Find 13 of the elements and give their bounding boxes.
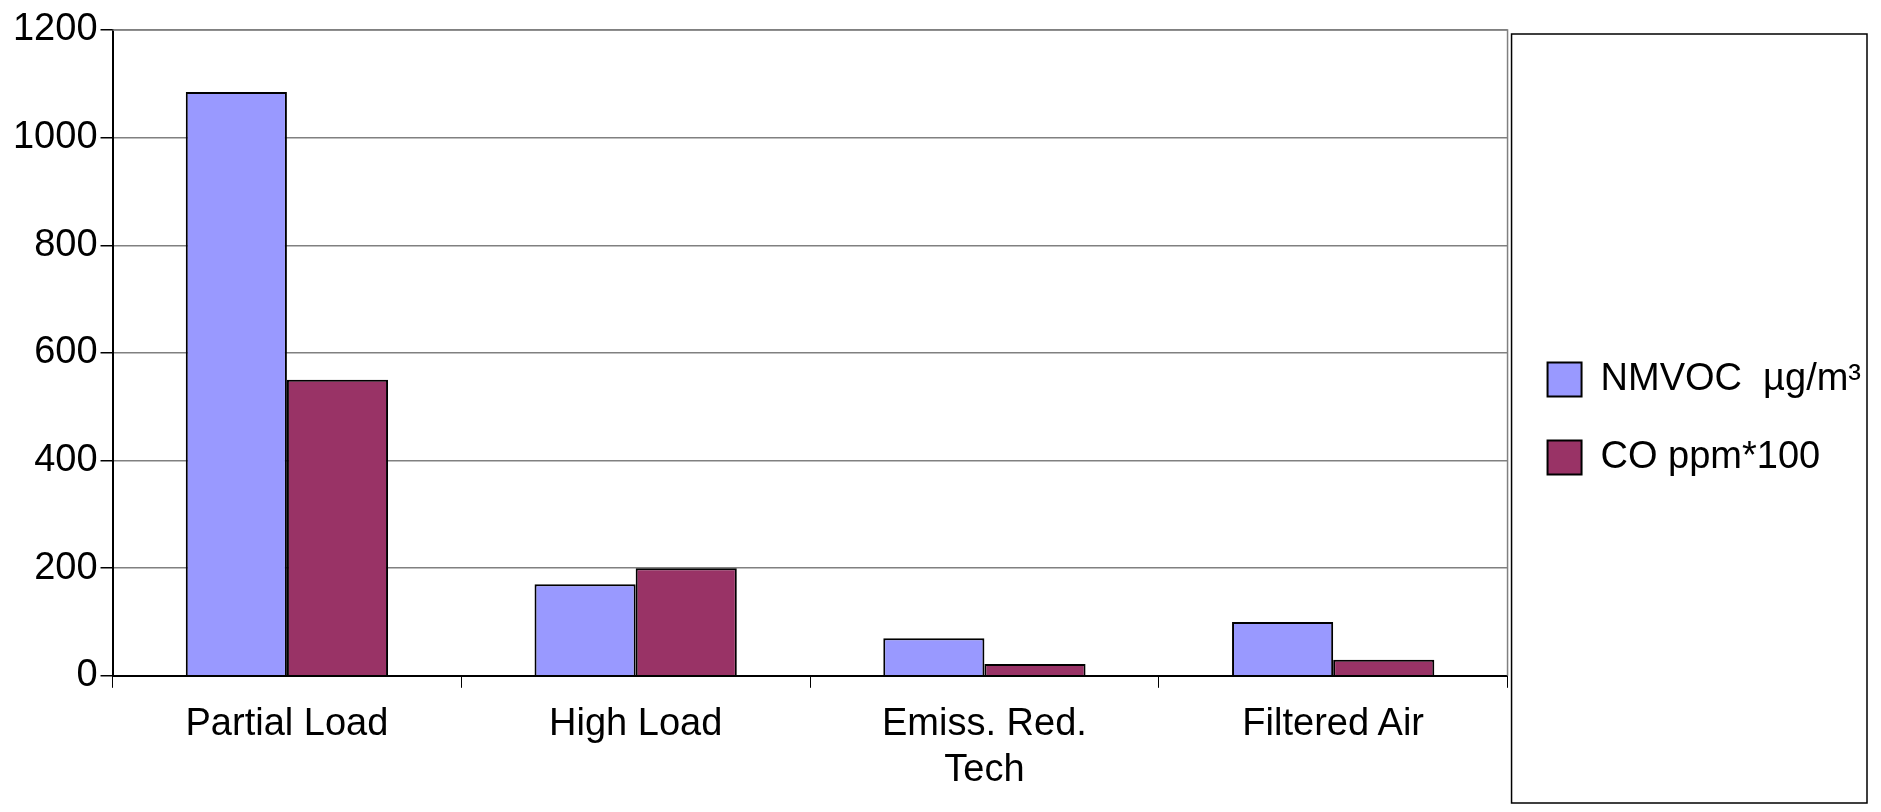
legend-label: CO ppm*100 xyxy=(1600,433,1821,476)
y-tick-label: 600 xyxy=(34,329,98,372)
y-tick-label: 0 xyxy=(76,652,98,695)
legend-label: NMVOC µg/m³ xyxy=(1600,355,1861,398)
y-tick-label: 400 xyxy=(34,437,98,480)
x-tick-label: Partial Load xyxy=(185,701,389,744)
x-tick-label: High Load xyxy=(549,701,723,744)
y-tick-label: 1200 xyxy=(12,6,98,49)
y-tick-label: 800 xyxy=(34,221,98,264)
y-tick-label: 1000 xyxy=(12,114,98,157)
y-tick-label: 200 xyxy=(34,544,98,587)
x-tick-label: Emiss. Red. Tech xyxy=(882,701,1087,789)
x-tick-label: Filtered Air xyxy=(1242,701,1425,744)
